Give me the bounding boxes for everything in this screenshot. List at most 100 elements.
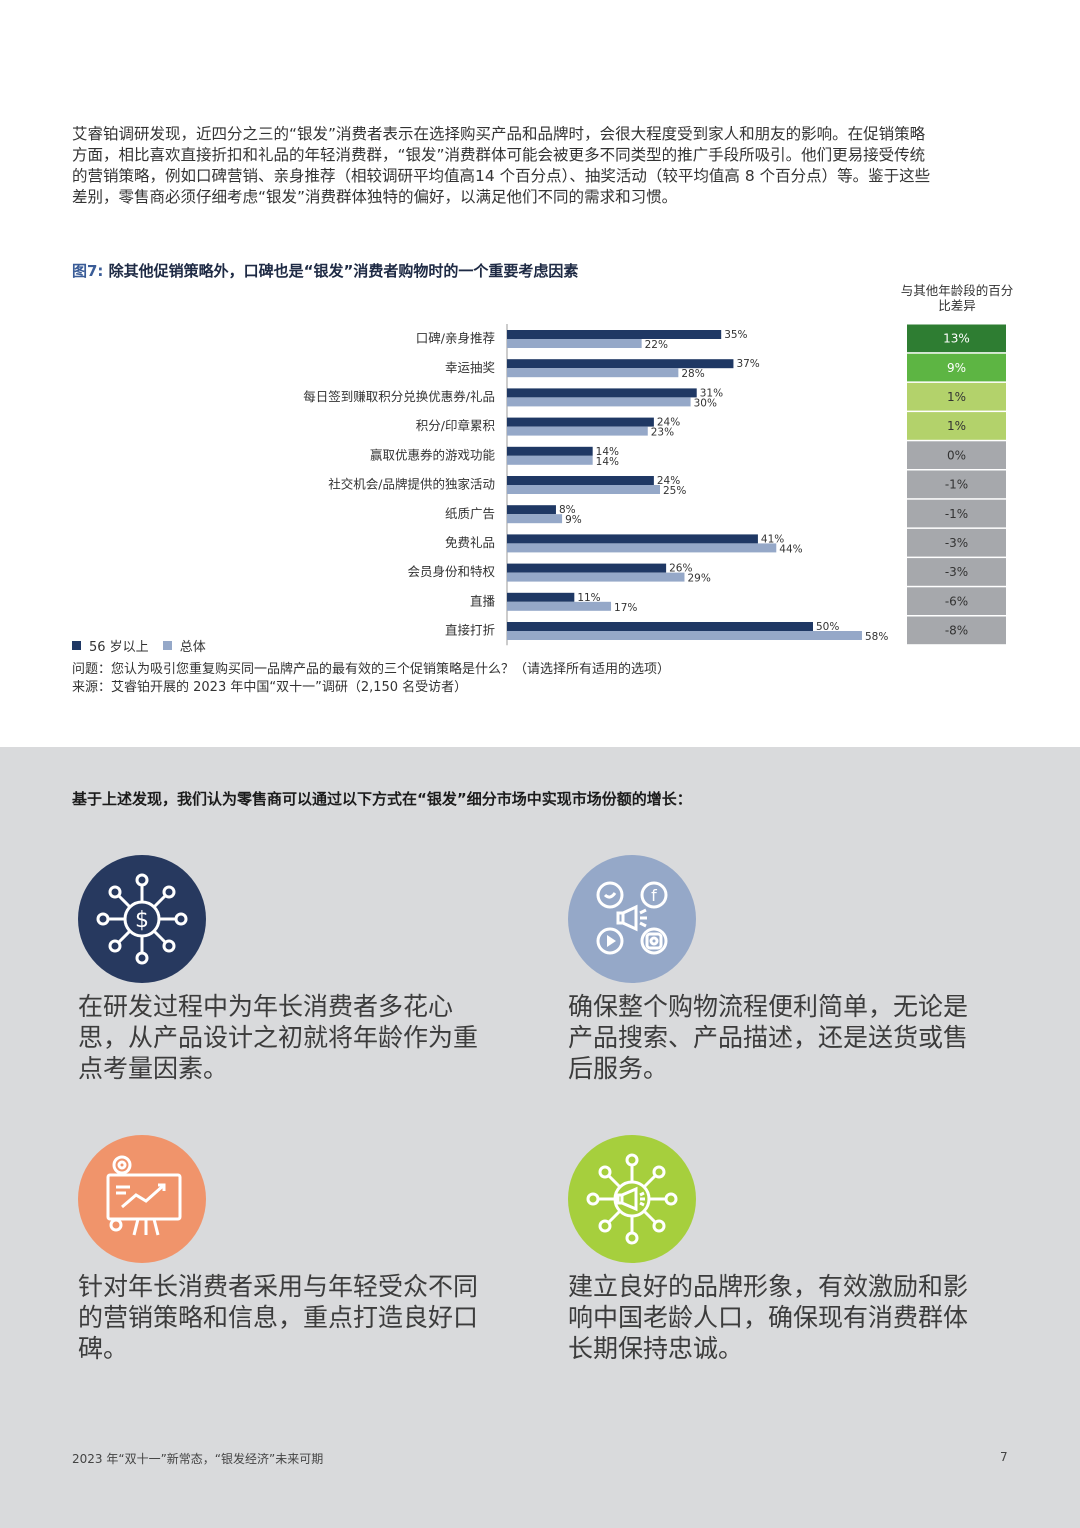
recommendation-2-text: 确保整个购物流程便利简单，无论是产品搜索、产品描述，还是送货或售后服务。 [568, 992, 969, 1083]
intro-paragraph: 艾睿铂调研发现，近四分之三的“银发”消费者表示在选择购买产品和品牌时，会很大程度… [72, 125, 931, 206]
legend-label-senior: 56 岁以上 [89, 640, 149, 655]
bar-label-overall: 14% [596, 456, 619, 468]
bar-overall [507, 572, 685, 582]
bar-senior [507, 505, 556, 515]
category-label: 幸运抽奖 [445, 360, 495, 375]
bar-senior [507, 563, 667, 573]
legend-item-senior: 56 岁以上 [72, 636, 149, 655]
bar-senior [507, 417, 654, 427]
difference-label: 0% [947, 448, 966, 462]
bar-label-overall: 25% [663, 485, 686, 497]
category-label: 口碑/亲身推荐 [416, 331, 495, 346]
category-label: 免费礼品 [445, 535, 495, 550]
difference-label: 9% [947, 361, 966, 375]
footer-title: 2023 年“双十一”新常态，“银发经济”未来可期 [72, 1452, 324, 1466]
bar-label-overall: 58% [865, 631, 888, 643]
difference-cell [907, 353, 1006, 382]
recommendation-3-text: 针对年长消费者采用与年轻受众不同的营销策略和信息，重点打造良好口碑。 [78, 1272, 479, 1363]
difference-label: -8% [945, 624, 968, 638]
category-label: 积分/印章累积 [416, 418, 495, 433]
social-media-icon: f [568, 855, 696, 983]
bar-label-overall: 22% [645, 339, 668, 351]
bar-label-senior: 35% [724, 329, 747, 341]
bar-senior [507, 388, 697, 398]
difference-label: -6% [945, 594, 968, 608]
bar-senior [507, 359, 734, 369]
figure-title-text: 除其他促销策略外，口碑也是“银发”消费者购物时的一个重要考虑因素 [108, 262, 579, 280]
survey-question: 问题：您认为吸引您重复购买同一品牌产品的最有效的三个促销策略是什么？（请选择所有… [72, 662, 671, 677]
category-label: 直播 [470, 593, 496, 608]
bar-label-senior: 31% [700, 387, 723, 399]
difference-label: 13% [943, 332, 970, 346]
category-label: 直接打折 [445, 623, 495, 638]
bar-overall [507, 485, 660, 494]
difference-column-header: 与其他年龄段的百分比差异 [900, 283, 1014, 313]
difference-cell [907, 616, 1006, 645]
bar-overall [507, 455, 593, 465]
bar-senior [507, 592, 575, 602]
category-label: 纸质广告 [445, 506, 495, 521]
bar-label-overall: 23% [651, 427, 674, 439]
figure-number: 图7: [72, 262, 104, 280]
bar-label-overall: 17% [614, 602, 637, 614]
difference-cell [907, 470, 1006, 499]
recommendation-4-text: 建立良好的品牌形象，有效激励和影响中国老龄人口，确保现有消费群体长期保持忠诚。 [568, 1272, 969, 1363]
difference-label: -1% [945, 478, 968, 492]
bar-label-senior: 37% [736, 358, 759, 370]
difference-cell [907, 558, 1006, 586]
bar-overall [507, 426, 648, 436]
bar-label-senior: 26% [669, 563, 692, 575]
svg-text:$: $ [135, 908, 149, 933]
svg-text:f: f [651, 886, 657, 905]
figure-title: 图7: 除其他促销策略外，口碑也是“银发”消费者购物时的一个重要考虑因素 [72, 260, 932, 281]
figure-notes: 问题：您认为吸引您重复购买同一品牌产品的最有效的三个促销策略是什么？（请选择所有… [72, 661, 972, 697]
legend-swatch-senior [72, 641, 81, 650]
bar-label-overall: 9% [565, 514, 582, 526]
bar-senior [507, 622, 813, 631]
difference-cell [907, 441, 1006, 469]
bar-overall [507, 543, 777, 553]
megaphone-network-icon [568, 1135, 696, 1263]
bar-label-senior: 24% [657, 417, 680, 429]
network-dollar-icon: $ [78, 855, 206, 983]
bar-overall [507, 631, 862, 640]
difference-cell [907, 528, 1006, 557]
bar-label-overall: 28% [681, 368, 704, 380]
recommendation-3: 针对年长消费者采用与年轻受众不同的营销策略和信息，重点打造良好口碑。 [78, 1135, 498, 1364]
bar-overall [507, 514, 563, 524]
difference-cell [907, 499, 1006, 528]
bar-chart: 口碑/亲身推荐 35% 22% 13% 幸运抽奖 37% 28% 9% 每日签到赚取积分兑换优惠… [303, 324, 1006, 646]
difference-label: -3% [945, 565, 968, 579]
bar-senior [507, 330, 722, 339]
difference-label: 1% [947, 390, 966, 404]
legend-label-overall: 总体 [179, 640, 206, 655]
difference-cell [907, 324, 1006, 353]
recommendation-4: 建立良好的品牌形象，有效激励和影响中国老龄人口，确保现有消费群体长期保持忠诚。 [568, 1135, 988, 1364]
bar-label-senior: 41% [761, 533, 784, 545]
bar-overall [507, 601, 612, 611]
bar-overall [507, 397, 691, 407]
category-label: 每日签到赚取积分兑换优惠券/礼品 [303, 389, 495, 404]
bar-label-senior: 50% [816, 621, 839, 633]
bar-overall [507, 339, 642, 348]
bar-label-senior: 11% [577, 592, 600, 604]
recommendation-1: $ 在研发过程中为年长消费者多花心思，从产品设计之初就将年龄作为重点考量因素。 [78, 855, 498, 1084]
bar-label-overall: 30% [694, 397, 717, 409]
presentation-chart-icon [78, 1135, 206, 1263]
page-number: 7 [1000, 1450, 1008, 1464]
difference-label: -1% [945, 507, 968, 521]
category-label: 会员身份和特权 [407, 564, 495, 579]
figure-source: 来源：艾睿铂开展的 2023 年中国“双十一”调研（2,150 名受访者） [72, 680, 468, 695]
bar-label-senior: 14% [596, 446, 619, 458]
difference-label: 1% [947, 419, 966, 433]
legend-item-overall: 总体 [162, 636, 206, 655]
difference-cell [907, 587, 1006, 615]
chart-legend: 56 岁以上 总体 [72, 636, 206, 655]
recommendation-1-text: 在研发过程中为年长消费者多花心思，从产品设计之初就将年龄作为重点考量因素。 [78, 992, 479, 1083]
bar-label-overall: 44% [779, 543, 802, 555]
bar-senior [507, 534, 758, 544]
difference-label: -3% [945, 536, 968, 550]
difference-cell [907, 382, 1006, 411]
bar-senior [507, 476, 654, 485]
bar-label-senior: 8% [559, 504, 576, 516]
